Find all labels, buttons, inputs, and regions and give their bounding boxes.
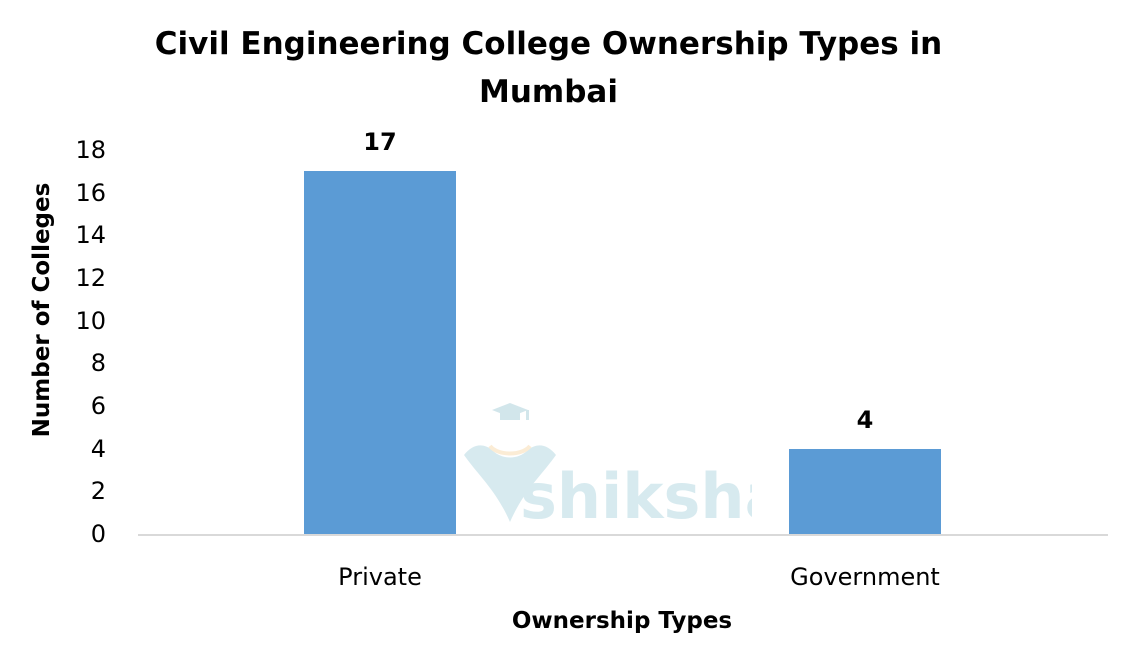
y-tick: 14 <box>75 221 106 249</box>
x-axis-label: Ownership Types <box>511 608 733 634</box>
y-tick: 0 <box>90 520 106 548</box>
y-tick: 6 <box>90 392 106 420</box>
svg-text:shiksha: shiksha <box>520 460 752 525</box>
graduate-cap-icon <box>492 403 529 420</box>
y-axis-label: Number of Colleges <box>29 182 55 438</box>
x-axis-line <box>138 534 1108 536</box>
y-tick: 12 <box>75 264 106 292</box>
y-tick: 10 <box>75 307 106 335</box>
data-label-government: 4 <box>856 406 874 434</box>
chart-title-line-1: Civil Engineering College Ownership Type… <box>154 26 943 62</box>
y-tick: 4 <box>90 435 106 463</box>
y-tick: 8 <box>90 349 106 377</box>
chart-title-line-2: Mumbai <box>479 74 618 110</box>
y-tick: 18 <box>75 136 106 164</box>
bar-government <box>789 449 941 534</box>
x-tick-government: Government <box>790 563 940 591</box>
x-tick-private: Private <box>338 563 422 591</box>
y-tick: 16 <box>75 179 106 207</box>
bar-private <box>304 171 456 534</box>
shiksha-watermark: shiksha <box>464 403 752 525</box>
y-tick: 2 <box>90 477 106 505</box>
data-label-private: 17 <box>363 128 397 156</box>
